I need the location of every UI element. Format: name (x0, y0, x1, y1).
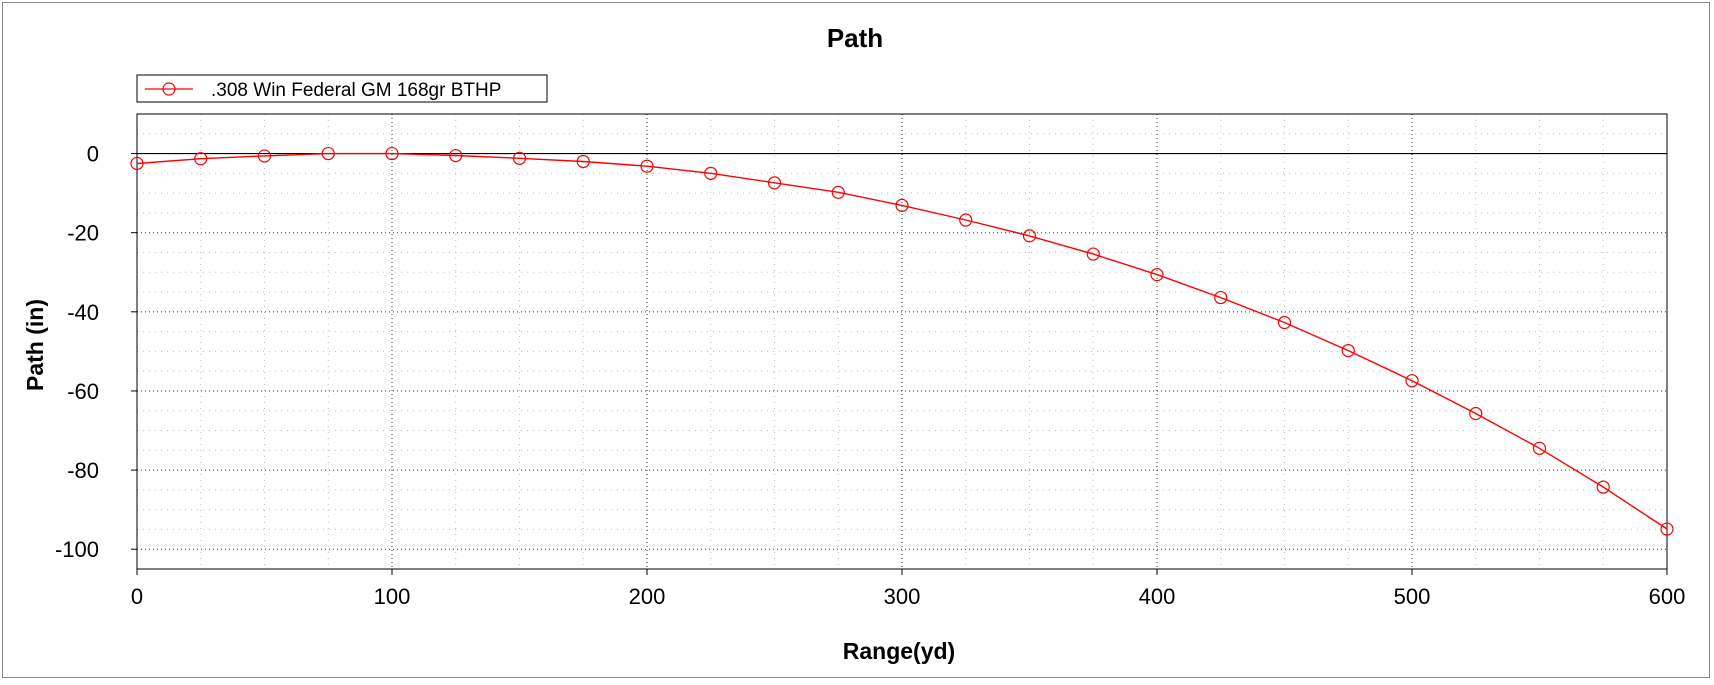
x-tick-label: 600 (1649, 584, 1686, 609)
data-point (321, 146, 335, 161)
data-point (385, 146, 399, 161)
data-point (257, 149, 272, 163)
data-point (1341, 344, 1355, 358)
tick-labels: 0 100 200 300 400 500 600 0 -20 -40 -60 -80 -100 (55, 142, 1685, 609)
x-tick-label: 400 (1139, 584, 1176, 609)
data-point (1086, 247, 1100, 261)
y-tick-label: -60 (67, 379, 99, 404)
data-point (1214, 290, 1228, 305)
data-point (130, 156, 144, 171)
data-point (767, 176, 782, 190)
series-line (136, 152, 1668, 530)
y-tick-label: 0 (87, 142, 99, 167)
x-axis-title: Range(yd) (843, 638, 955, 664)
x-tick-label: 0 (131, 584, 143, 609)
data-point (959, 213, 973, 227)
legend-box (136, 74, 548, 103)
data-point (449, 148, 463, 163)
legend-marker-swatch (162, 82, 176, 96)
x-tick-label: 500 (1394, 584, 1431, 609)
y-tick-label: -20 (67, 221, 99, 246)
data-point (1022, 229, 1037, 243)
x-tick-label: 200 (629, 584, 666, 609)
data-point (512, 151, 527, 165)
data-point (194, 152, 208, 166)
series (130, 146, 1674, 536)
data-point (1596, 480, 1610, 494)
legend: .308 Win Federal GM 168gr BTHP (136, 74, 548, 103)
x-tick-label: 300 (884, 584, 921, 609)
y-tick-label: -100 (55, 537, 99, 562)
data-point (1405, 374, 1419, 388)
y-tick-label: -80 (67, 458, 99, 483)
x-tick-label: 100 (374, 584, 411, 609)
data-point (1150, 268, 1164, 282)
data-point (704, 166, 718, 180)
data-point (1532, 441, 1547, 455)
data-point (640, 159, 654, 173)
data-point (576, 154, 590, 169)
data-point (1660, 522, 1674, 536)
y-axis-title: Path (in) (22, 299, 48, 391)
chart-title: Path (827, 23, 883, 53)
legend-label: .308 Win Federal GM 168gr BTHP (211, 80, 501, 101)
data-point (895, 198, 909, 212)
data-point (1469, 406, 1483, 421)
path-chart: 0 100 200 300 400 500 600 0 -20 -40 -60 -80 -100 Pat… (22, 23, 1685, 664)
grid (137, 113, 1667, 569)
axes (131, 113, 1668, 575)
y-tick-label: -40 (67, 300, 99, 325)
data-point (831, 185, 845, 199)
data-point (1277, 315, 1292, 330)
